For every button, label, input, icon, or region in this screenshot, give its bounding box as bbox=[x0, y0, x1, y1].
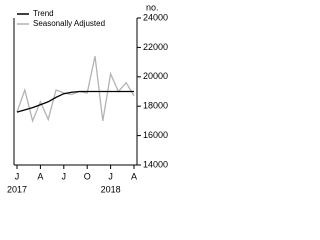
y-tick-label: 22000 bbox=[143, 42, 168, 52]
legend-label: Trend bbox=[33, 9, 54, 18]
x-tick-label: A bbox=[37, 171, 43, 181]
y-tick-label: 18000 bbox=[143, 101, 168, 111]
series-line bbox=[16, 56, 135, 123]
y-tick-label: 24000 bbox=[143, 12, 168, 22]
x-tick-label: O bbox=[84, 171, 91, 181]
legend-label: Seasonally Adjusted bbox=[33, 19, 105, 28]
series-line bbox=[16, 90, 134, 113]
x-tick-label: J bbox=[108, 171, 113, 181]
year-label: 2018 bbox=[101, 184, 121, 194]
x-tick-label: A bbox=[131, 171, 137, 181]
x-tick-label: J bbox=[15, 171, 20, 181]
y-tick-label: 14000 bbox=[143, 159, 168, 169]
year-label: 2017 bbox=[7, 184, 27, 194]
y-tick-label: 20000 bbox=[143, 71, 168, 81]
y-axis-label: no. bbox=[146, 2, 159, 12]
chart: no. 14000 16000 18000 20000 22000 24000 J 2017 A… bbox=[7, 2, 168, 194]
x-tick-label: J bbox=[62, 171, 67, 181]
y-tick-label: 16000 bbox=[143, 130, 168, 140]
